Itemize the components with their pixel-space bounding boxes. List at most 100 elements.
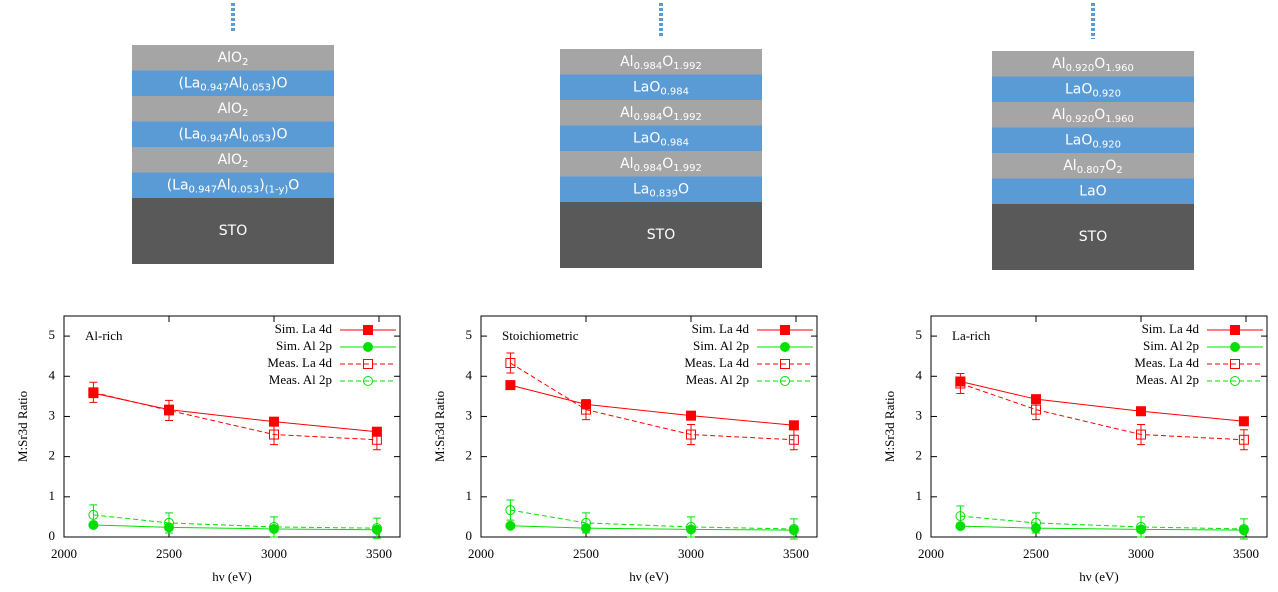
series-line xyxy=(510,362,794,441)
label-part: Al xyxy=(1052,107,1065,123)
layer xyxy=(132,172,334,198)
layer-label: Al0.807O2 xyxy=(1063,158,1123,176)
y-axis-label: M:Sr3d Ratio xyxy=(15,391,30,462)
label-part: O xyxy=(1094,56,1105,72)
layer-stack: Al0.984O1.992LaO0.984Al0.984O1.992LaO0.9… xyxy=(560,3,762,268)
label-part: 0.984 xyxy=(660,86,689,97)
layer xyxy=(560,176,762,202)
error-bar xyxy=(89,381,98,403)
layer xyxy=(132,147,334,173)
marker xyxy=(371,434,382,445)
y-tick-label: 2 xyxy=(49,448,56,463)
marker xyxy=(505,380,516,391)
legend-label: Sim. Al 2p xyxy=(1143,338,1199,353)
marker xyxy=(269,429,279,440)
legend-label: Meas. Al 2p xyxy=(269,372,332,387)
y-tick-label: 5 xyxy=(916,327,923,342)
label-part: O xyxy=(1094,107,1105,123)
layer-label: STO xyxy=(647,227,675,243)
label-part: 0.053 xyxy=(242,82,271,93)
x-tick-label: 2500 xyxy=(156,546,182,561)
label-part: 2 xyxy=(242,159,248,170)
y-tick-label: 1 xyxy=(466,488,473,503)
layer xyxy=(992,204,1194,270)
label-part: O xyxy=(662,54,673,70)
error-bar xyxy=(270,423,278,446)
y-tick-label: 2 xyxy=(466,448,473,463)
label-part: Al xyxy=(620,105,633,121)
error-bar xyxy=(270,516,278,538)
label-part: Al xyxy=(620,54,633,70)
x-tick-label: 3000 xyxy=(1128,546,1154,561)
marker xyxy=(1230,325,1240,335)
error-bar xyxy=(956,505,965,527)
chart-title: Al-rich xyxy=(85,328,123,343)
series-line xyxy=(93,391,377,441)
layer xyxy=(132,121,334,147)
label-part: 0.920 xyxy=(1092,88,1121,99)
marker xyxy=(1238,434,1249,445)
marker xyxy=(780,359,790,369)
marker xyxy=(1031,517,1041,528)
layer-label: Al0.920O1.960 xyxy=(1052,107,1134,125)
error-bar xyxy=(89,504,98,526)
error-bar xyxy=(1239,429,1248,451)
x-axis-label: hν (eV) xyxy=(1079,569,1118,584)
label-part: (La xyxy=(178,75,200,91)
layer-label: (La0.947Al0.053)O xyxy=(178,126,287,144)
layer xyxy=(132,70,334,96)
layer-label: Al0.984O1.992 xyxy=(620,105,702,123)
label-part: 0.807 xyxy=(1077,165,1106,176)
y-tick-label: 5 xyxy=(466,327,473,342)
legend-label: Sim. La 4d xyxy=(1142,321,1200,336)
marker xyxy=(88,387,99,398)
layer-stack: AlO2(La0.947Al0.053)OAlO2(La0.947Al0.053… xyxy=(132,3,334,264)
label-part: AlO xyxy=(218,101,243,117)
layer xyxy=(560,202,762,268)
layer xyxy=(560,125,762,151)
x-axis-label: hν (eV) xyxy=(212,569,251,584)
legend-label: Sim. Al 2p xyxy=(693,338,749,353)
layer-label: STO xyxy=(1079,229,1107,245)
marker xyxy=(164,405,174,416)
label-part: 0.053 xyxy=(231,184,260,195)
series-line xyxy=(93,514,377,529)
label-part: 0.984 xyxy=(634,61,663,72)
layer xyxy=(560,100,762,126)
label-part: Al xyxy=(217,177,230,193)
legend-label: Meas. Al 2p xyxy=(1136,372,1199,387)
error-bar xyxy=(1032,512,1040,534)
label-part: LaO xyxy=(633,130,660,146)
marker xyxy=(1230,359,1240,369)
plot-frame xyxy=(930,315,1268,538)
marker xyxy=(955,378,966,389)
chart: 0 1 2 3 4 5 2000 2500 3000 3500 hν (eV) M:Sr3d Rati… xyxy=(882,315,1268,584)
layer xyxy=(560,49,762,75)
error-bar xyxy=(506,499,515,521)
layer-label: (La0.947Al0.053)(1-y)O xyxy=(167,177,300,195)
label-part: AlO xyxy=(218,50,243,66)
series-line xyxy=(960,381,1244,422)
label-part: 0.947 xyxy=(200,133,229,144)
label-part: La xyxy=(633,181,649,197)
marker xyxy=(1136,429,1146,440)
marker xyxy=(1238,523,1249,534)
y-tick-label: 5 xyxy=(49,327,56,342)
marker xyxy=(363,359,373,369)
label-part: 0.920 xyxy=(1092,139,1121,150)
series-line xyxy=(510,525,794,531)
label-part: Al xyxy=(229,126,242,142)
marker xyxy=(505,505,516,516)
y-tick-label: 3 xyxy=(49,407,56,422)
label-part: ) xyxy=(259,177,264,193)
y-tick-label: 0 xyxy=(466,528,473,543)
marker xyxy=(363,325,373,335)
marker xyxy=(1230,376,1240,386)
x-axis-label: hν (eV) xyxy=(629,569,668,584)
x-tick-label: 2500 xyxy=(1023,546,1049,561)
error-bar xyxy=(582,399,590,421)
series-line xyxy=(93,392,377,433)
chart-title: La-rich xyxy=(952,328,991,343)
y-tick-label: 0 xyxy=(49,528,56,543)
